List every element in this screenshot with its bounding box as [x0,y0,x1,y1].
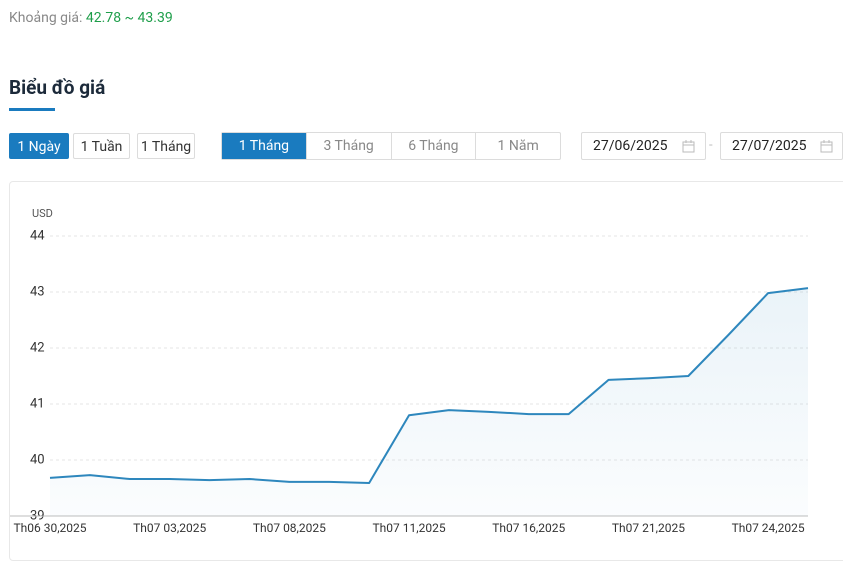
x-tick-label: Th07 08,2025 [253,521,326,535]
period-button[interactable]: 1 Năm [497,138,539,154]
x-tick-label: Th07 21,2025 [612,521,685,535]
price-range: Khoảng giá: 42.78 ~ 43.39 [9,10,173,26]
section-title: Biểu đồ giá [9,76,106,99]
period-button[interactable]: 1 Tháng [222,133,307,159]
y-tick-label: 40 [30,452,45,467]
interval-button[interactable]: 1 Ngày [9,133,69,159]
price-range-label: Khoảng giá: [9,10,83,26]
x-tick-label: Th07 11,2025 [373,521,446,535]
date-to-text: 27/07/2025 [732,138,807,154]
period-button[interactable]: 3 Tháng [307,133,392,159]
period-group: 1 Tháng 3 Tháng 6 Tháng 1 Năm [221,132,561,160]
x-tick-label: Th07 03,2025 [133,521,206,535]
area [50,288,808,516]
calendar-icon [682,140,695,153]
date-separator: - [709,138,713,153]
price-range-value: 42.78 ~ 43.39 [85,10,173,26]
y-axis-label: USD [32,207,53,220]
y-tick-label: 42 [30,340,45,355]
y-tick-label: 43 [30,284,45,299]
x-tick-label: Th07 24,2025 [732,521,805,535]
calendar-icon [820,140,833,153]
x-tick-label: Th07 16,2025 [492,521,565,535]
period-button[interactable]: 6 Tháng [392,133,477,159]
y-tick-label: 41 [30,396,45,411]
page: Khoảng giá: 42.78 ~ 43.39 Biểu đồ giá 1 … [9,10,843,561]
y-tick-label: 44 [30,228,45,243]
line [49,287,809,484]
date-from[interactable]: 27/06/2025 [581,132,706,160]
date-from-text: 27/06/2025 [593,138,668,154]
interval-button[interactable]: 1 Tuần [73,133,130,159]
x-tick-label: Th06 30,2025 [13,521,86,535]
title-underline [9,108,55,111]
interval-button[interactable]: 1 Tháng [137,133,195,159]
